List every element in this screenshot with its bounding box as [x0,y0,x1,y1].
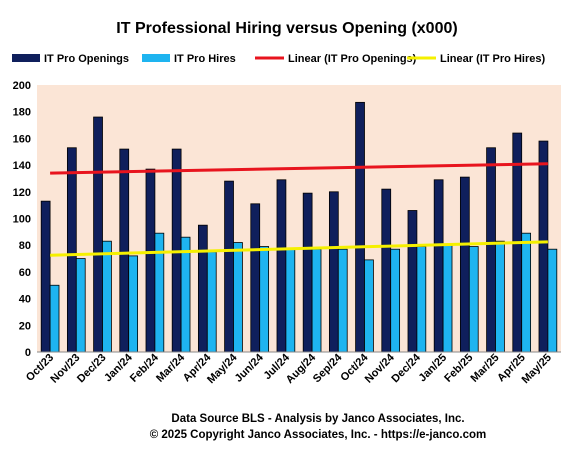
x-tick-label: Feb/25 [442,352,475,385]
x-axis-ticks: Oct/23Nov/23Dec/23Jan/24Feb/24Mar/24Apr/… [24,351,554,386]
bar-openings [224,180,234,353]
bars [40,101,558,353]
footer-source: Data Source BLS - Analysis by Janco Asso… [171,413,464,425]
bar-openings [119,148,130,353]
bar-openings [197,224,208,353]
y-axis-ticks: 0 20 40 60 80 100 120 140 160 180 200 [13,80,31,359]
trendline-openings [50,162,548,175]
bar-hires [102,240,112,353]
bar-hires [390,248,401,353]
bar-openings [328,191,339,353]
bar-hires [521,232,532,353]
legend-swatch-hires [142,54,170,62]
legend-swatch-openings [12,54,40,62]
legend-label-openings-trend: Linear (IT Pro Openings) [288,53,417,65]
x-tick-label: May/24 [205,351,240,386]
x-tick-label: Jun/24 [233,351,267,385]
bar-openings [66,147,77,353]
bar-hires [364,259,374,353]
legend-label-hires-trend: Linear (IT Pro Hires) [440,53,545,65]
x-tick-label: Mar/25 [468,352,501,385]
bar-hires [311,248,322,353]
y-tick-label: 40 [19,294,31,306]
bar-openings [407,210,418,353]
trendlines [50,162,548,257]
y-tick-label: 200 [13,80,31,92]
bar-openings [381,188,392,353]
y-tick-label: 180 [13,107,31,119]
legend-label-openings: IT Pro Openings [44,53,129,65]
bar-hires [259,246,270,353]
bar-openings [433,179,444,353]
x-tick-label: May/25 [520,352,554,386]
x-tick-label: Dec/23 [75,352,109,386]
bar-hires [233,242,243,353]
y-tick-label: 60 [19,267,31,279]
legend-label-hires: IT Pro Hires [174,53,236,65]
bar-hires [49,284,60,353]
bar-hires [468,246,479,353]
y-tick-label: 120 [13,187,31,199]
bar-openings [250,203,261,353]
bar-openings [302,192,313,353]
y-tick-label: 20 [19,320,31,332]
legend: IT Pro Openings IT Pro Hires Linear (IT … [12,53,545,65]
bar-hires [495,240,505,353]
bar-hires [547,248,558,353]
bar-openings [355,101,365,353]
bar-hires [285,248,296,353]
y-tick-label: 160 [13,133,31,145]
bar-hires [206,251,217,353]
x-tick-label: Sep/24 [311,351,345,385]
footer-copyright: © 2025 Copyright Janco Associates, Inc. … [150,429,487,441]
bar-hires [180,236,191,353]
y-tick-label: 140 [13,160,31,172]
x-tick-label: Nov/23 [48,352,82,386]
bar-openings [145,168,156,353]
bar-hires [442,243,453,353]
bar-openings [538,140,549,353]
x-tick-label: Mar/24 [154,351,188,385]
bar-openings [40,200,51,353]
bar-hires [337,248,348,353]
bar-openings [93,116,103,353]
bar-hires [128,255,139,353]
chart-title: IT Professional Hiring versus Opening (x… [116,20,457,37]
bar-openings [486,147,496,353]
y-tick-label: 80 [19,240,31,252]
x-tick-label: Dec/24 [389,351,423,385]
bar-hires [75,258,86,353]
trendline-hires [50,240,548,257]
bar-openings [276,179,287,353]
y-tick-label: 0 [25,347,31,359]
y-tick-label: 100 [13,214,31,226]
plot-area [37,85,561,352]
bar-openings [459,176,470,353]
bar-hires [416,246,427,353]
